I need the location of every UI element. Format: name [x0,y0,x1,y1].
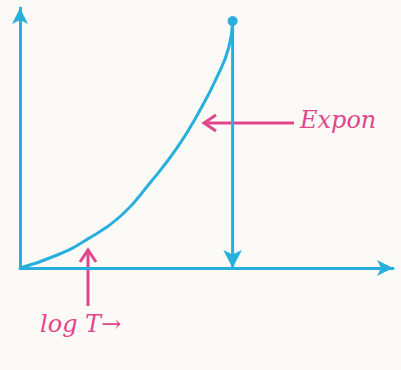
svg-text:Expon: Expon [299,106,376,134]
svg-text:log T→: log T→ [40,310,121,338]
